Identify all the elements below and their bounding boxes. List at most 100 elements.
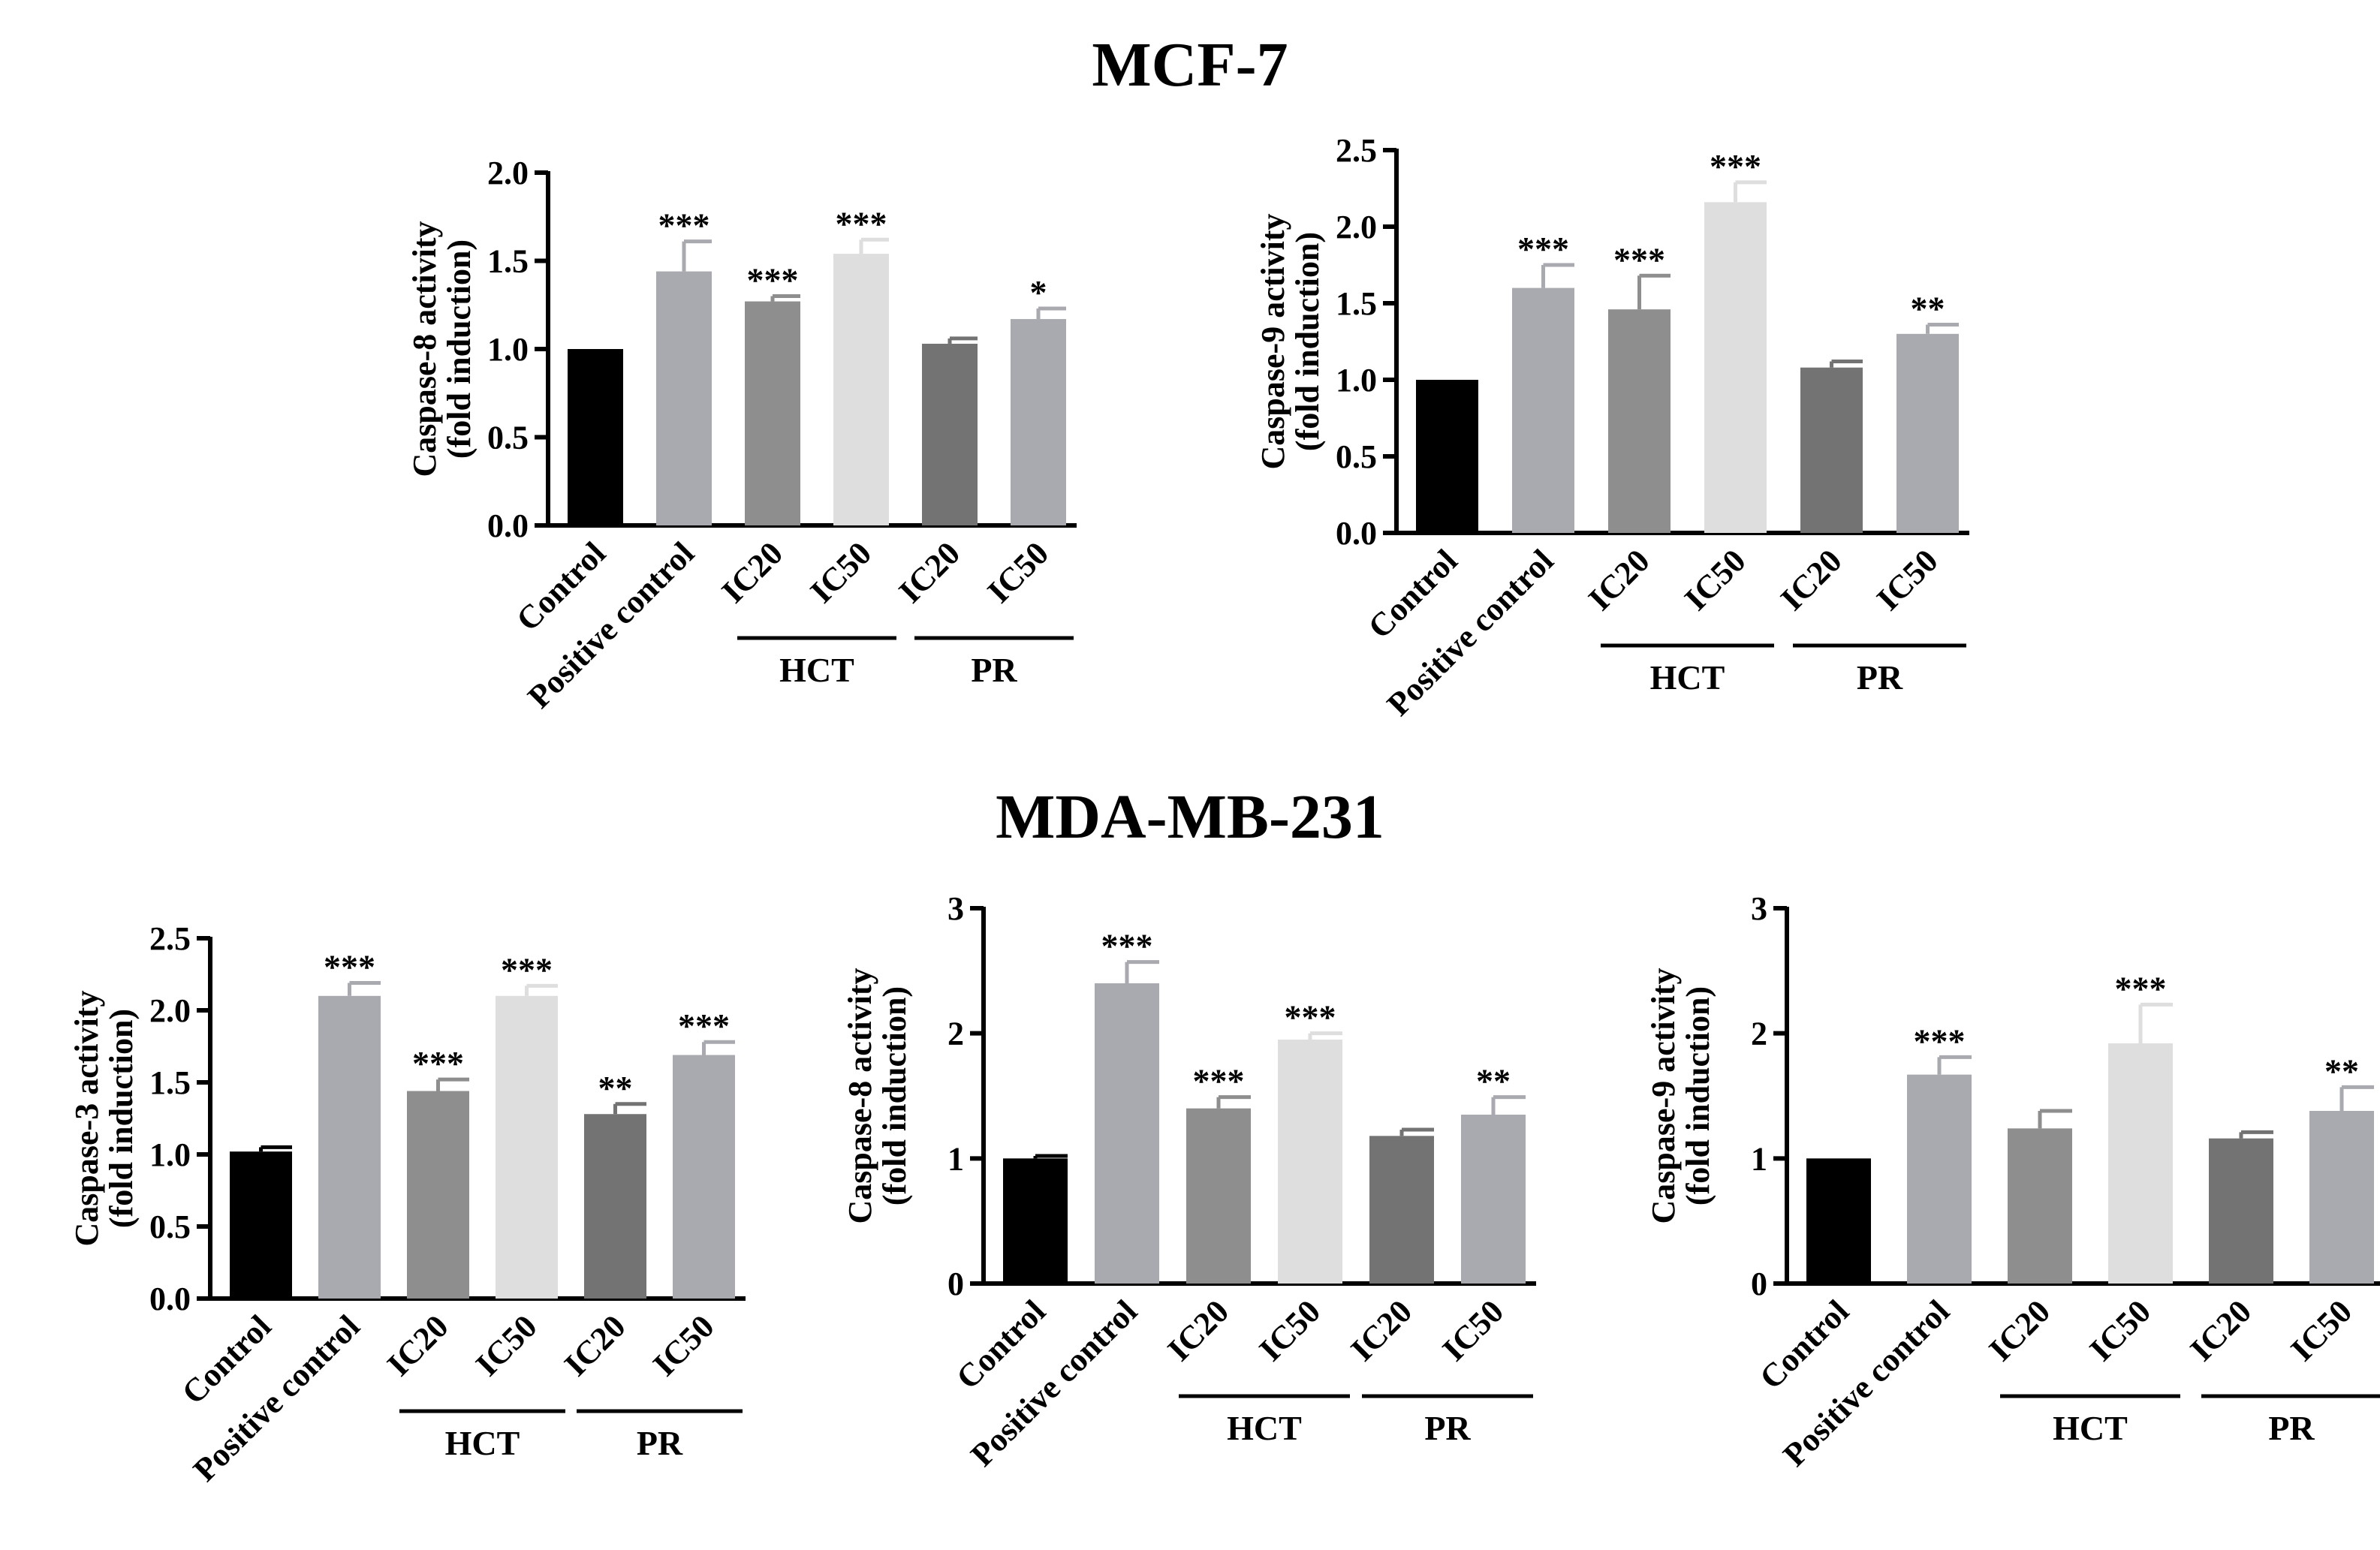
significance-marker: **	[2324, 1052, 2359, 1090]
y-tick-label: 0.0	[1336, 515, 1377, 552]
x-tick-label: IC50	[468, 1308, 544, 1383]
bar	[230, 1151, 292, 1299]
y-tick-label: 0.0	[487, 507, 529, 544]
significance-marker: *	[1030, 273, 1047, 312]
bar	[656, 271, 712, 525]
x-tick-label: IC50	[1869, 542, 1945, 617]
y-tick-label: 0.5	[487, 420, 529, 456]
y-tick-label: 0.5	[149, 1208, 191, 1245]
chart-mda-caspase-9: 0 1 2 3 Caspase-9 activity(fold induction) Co…	[1645, 890, 2380, 1473]
chart-mcf7-caspase-9: 0.0 0.5 1.0 1.5 2.0 2.5 Caspase-9 activity(fol…	[1255, 132, 1969, 723]
significance-marker: ***	[1285, 998, 1336, 1037]
bar	[2108, 1043, 2173, 1284]
group-label: PR	[971, 651, 1017, 689]
bar	[833, 254, 889, 525]
y-axis-label-units: (fold induction)	[1289, 232, 1326, 451]
y-tick-label: 2	[1751, 1016, 1767, 1052]
significance-marker: ***	[1914, 1022, 1966, 1060]
y-axis-label: Caspase-8 activity	[406, 221, 443, 477]
y-tick-label: 1	[947, 1140, 964, 1177]
y-tick-label: 2.0	[487, 155, 529, 191]
significance-marker: ***	[678, 1007, 730, 1045]
bar	[584, 1114, 646, 1299]
bar	[1186, 1108, 1251, 1284]
bar	[1011, 319, 1066, 525]
y-axis-label-units: (fold induction)	[1680, 986, 1716, 1205]
bar	[1461, 1115, 1526, 1284]
y-tick-label: 0.0	[149, 1281, 191, 1317]
significance-marker: ***	[836, 204, 887, 242]
bar	[407, 1091, 469, 1299]
x-tick-label: IC50	[1436, 1293, 1511, 1368]
y-tick-label: 1.0	[487, 331, 529, 368]
group-label: HCT	[779, 651, 854, 689]
bar	[2209, 1138, 2273, 1284]
x-tick-label: IC50	[2083, 1293, 2158, 1368]
significance-marker: **	[598, 1069, 633, 1107]
x-tick-label: Positive control	[1380, 542, 1561, 723]
x-tick-label: IC20	[2183, 1293, 2258, 1368]
section-title-mcf7: MCF-7	[1092, 30, 1288, 100]
bar	[1416, 380, 1478, 533]
y-tick-label: 1.0	[1336, 362, 1377, 399]
x-tick-label: IC50	[803, 534, 878, 609]
bar	[1806, 1158, 1871, 1284]
bar	[496, 995, 558, 1299]
y-tick-label: 0.5	[1336, 438, 1377, 475]
x-tick-label: IC20	[1161, 1293, 1236, 1368]
significance-marker: ***	[658, 206, 710, 245]
y-tick-label: 0	[947, 1266, 964, 1302]
bar	[1095, 983, 1159, 1284]
group-label: HCT	[1227, 1409, 1302, 1447]
y-tick-label: 0	[1751, 1266, 1767, 1302]
significance-marker: ***	[1101, 927, 1153, 965]
x-tick-label: IC50	[981, 534, 1056, 609]
group-label: PR	[1424, 1409, 1471, 1447]
significance-marker: ***	[1710, 147, 1761, 185]
x-tick-label: Positive control	[963, 1293, 1144, 1473]
bar	[1278, 1040, 1342, 1284]
y-tick-label: 1.5	[149, 1064, 191, 1101]
significance-marker: ***	[412, 1044, 464, 1082]
group-label: PR	[637, 1424, 683, 1462]
x-tick-label: IC50	[1252, 1293, 1327, 1368]
significance-marker: ***	[501, 950, 553, 989]
y-axis-label-units: (fold induction)	[441, 239, 478, 459]
y-axis-label-units: (fold induction)	[876, 986, 913, 1205]
section-title-mda-mb-231: MDA-MB-231	[996, 782, 1384, 852]
y-tick-label: 1	[1751, 1140, 1767, 1177]
y-axis-label: Caspase-3 activity	[68, 991, 105, 1247]
x-tick-label: IC20	[1982, 1293, 2057, 1368]
x-tick-label: IC20	[715, 534, 790, 609]
significance-marker: **	[1911, 290, 1945, 328]
x-tick-label: IC20	[1581, 542, 1656, 617]
x-tick-label: IC50	[1677, 542, 1752, 617]
bar	[2309, 1111, 2374, 1284]
y-tick-label: 3	[1751, 890, 1767, 927]
y-axis-label: Caspase-9 activity	[1255, 214, 1291, 470]
bar	[1896, 333, 1959, 533]
x-tick-label: IC20	[557, 1308, 632, 1383]
bar	[318, 995, 381, 1299]
bar	[922, 343, 978, 525]
y-tick-label: 2.0	[1336, 209, 1377, 245]
group-label: HCT	[1650, 658, 1725, 697]
significance-marker: ***	[1193, 1062, 1245, 1100]
y-tick-label: 2.5	[1336, 132, 1377, 169]
y-tick-label: 2	[947, 1016, 964, 1052]
group-label: HCT	[445, 1424, 520, 1462]
y-tick-label: 1.0	[149, 1136, 191, 1173]
bar	[1608, 309, 1671, 533]
x-tick-label: Control	[1752, 1293, 1856, 1396]
group-label: HCT	[2053, 1409, 2128, 1447]
x-tick-label: IC20	[892, 534, 967, 609]
x-tick-label: IC50	[2284, 1293, 2359, 1368]
significance-marker: **	[1476, 1062, 1511, 1100]
bar	[1907, 1074, 1972, 1284]
bar	[673, 1055, 735, 1299]
group-label: PR	[2268, 1409, 2315, 1447]
y-tick-label: 2.0	[149, 992, 191, 1029]
x-tick-label: IC20	[1344, 1293, 1419, 1368]
y-tick-label: 1.5	[1336, 285, 1377, 322]
